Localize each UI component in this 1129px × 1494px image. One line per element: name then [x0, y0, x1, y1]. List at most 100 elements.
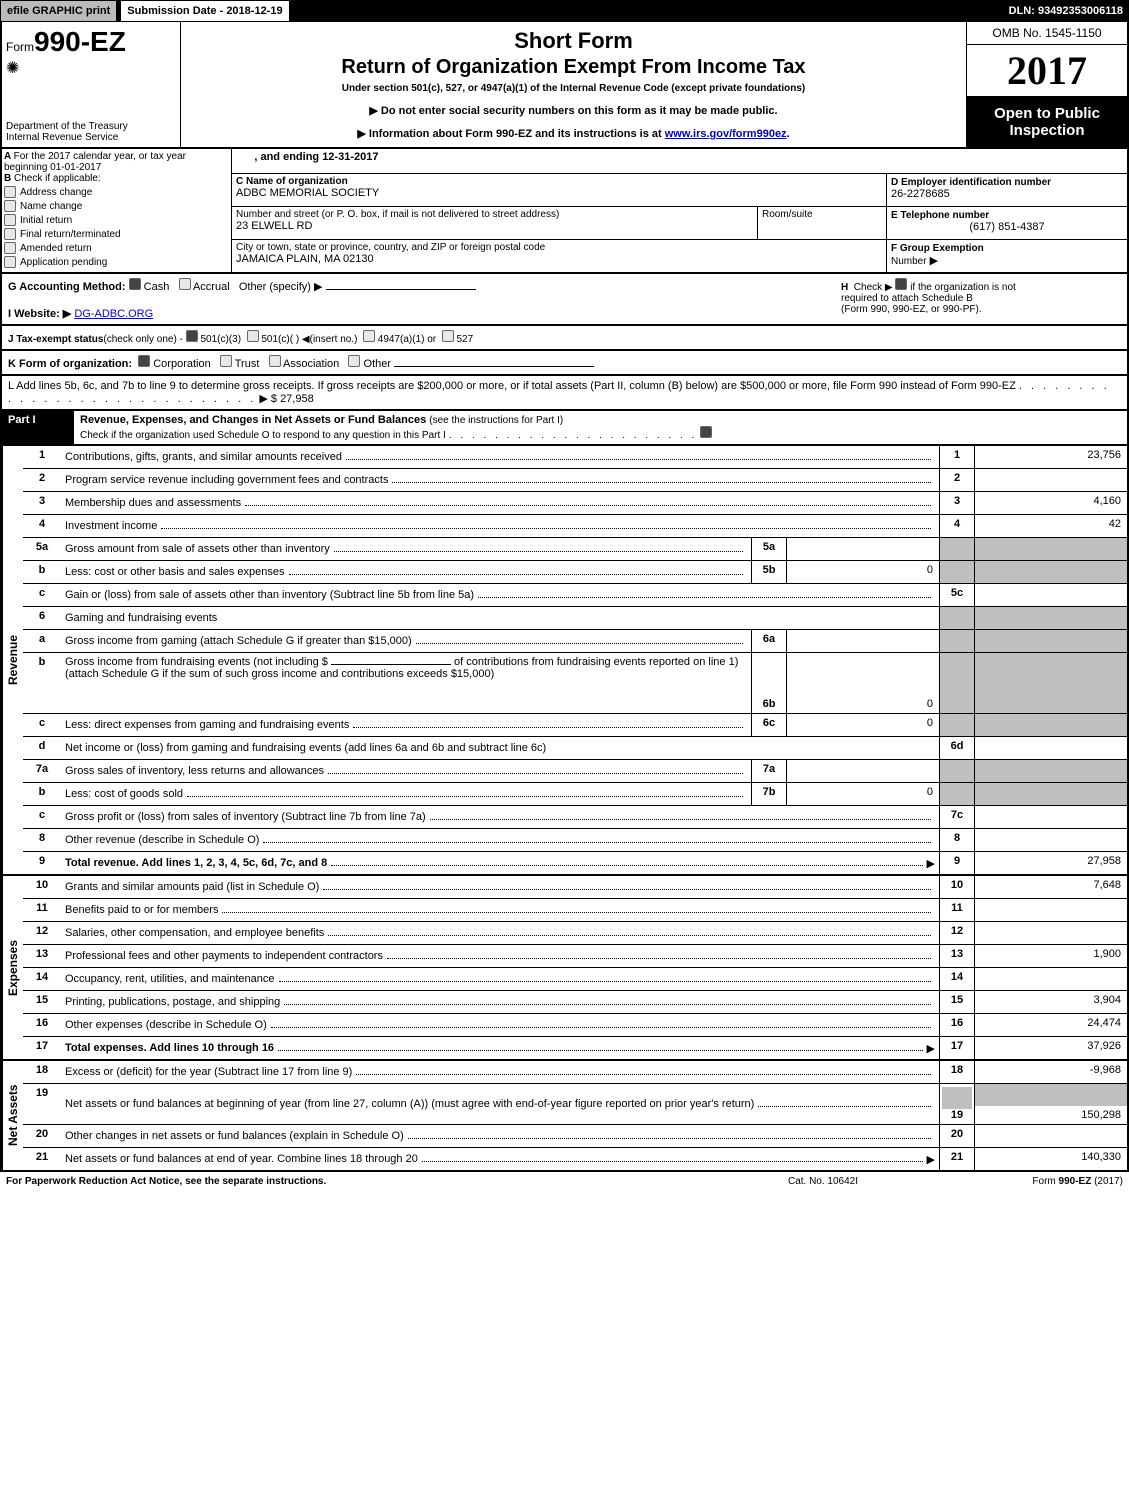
line-6d: d Net income or (loss) from gaming and f… [23, 737, 1127, 760]
check-amended-return[interactable]: Amended return [4, 242, 229, 254]
line-11-rval [974, 899, 1127, 921]
line-2-num: 2 [23, 469, 61, 491]
line-7a-snum: 7a [751, 760, 786, 782]
section-street: Number and street (or P. O. box, if mail… [232, 207, 757, 239]
line-17-desc: Total expenses. Add lines 10 through 16 [65, 1042, 274, 1054]
line-20-num: 20 [23, 1125, 61, 1147]
line-14-rnum: 14 [939, 968, 974, 990]
j-527-checkbox-icon[interactable] [442, 330, 454, 342]
j-501c3-checkbox-icon[interactable] [186, 330, 198, 342]
schedule-o-checkbox-icon[interactable] [700, 426, 712, 438]
line-4-desc: Investment income [65, 520, 157, 532]
h-checkbox-icon[interactable] [895, 278, 907, 290]
k-other-input[interactable] [394, 366, 594, 367]
f-label: F Group Exemption [891, 243, 984, 254]
check-initial-return[interactable]: Initial return [4, 214, 229, 226]
treasury-seal-icon: ✺ [6, 58, 176, 78]
line-20-rval [974, 1125, 1127, 1147]
net-assets-label: Net Assets [2, 1061, 23, 1170]
line-12-num: 12 [23, 922, 61, 944]
line-7c: c Gross profit or (loss) from sales of i… [23, 806, 1127, 829]
room-suite: Room/suite [757, 207, 886, 239]
check-name-change[interactable]: Name change [4, 200, 229, 212]
line-16-rval: 24,474 [974, 1014, 1127, 1036]
line-4: 4 Investment income 4 42 [23, 515, 1127, 538]
line-14-desc: Occupancy, rent, utilities, and maintena… [65, 973, 275, 985]
line-7a-sval [786, 760, 939, 782]
line-6: 6 Gaming and fundraising events [23, 607, 1127, 630]
line-5c-rval [974, 584, 1127, 606]
line-13-num: 13 [23, 945, 61, 967]
line-17: 17 Total expenses. Add lines 10 through … [23, 1037, 1127, 1059]
j-4947-checkbox-icon[interactable] [363, 330, 375, 342]
checkbox-icon [4, 214, 16, 226]
line-g: G Accounting Method: Cash Accrual Other … [8, 278, 841, 293]
k-assoc-checkbox-icon[interactable] [269, 355, 281, 367]
check-final-return[interactable]: Final return/terminated [4, 228, 229, 240]
net-assets-lines: 18 Excess or (deficit) for the year (Sub… [23, 1061, 1127, 1170]
line-5b: b Less: cost or other basis and sales ex… [23, 561, 1127, 584]
line-7b: b Less: cost of goods sold 7b 0 [23, 783, 1127, 806]
check-address-change[interactable]: Address change [4, 186, 229, 198]
line-17-rnum: 17 [939, 1037, 974, 1059]
h-text3: required to attach Schedule B [841, 293, 1121, 304]
line-6c-rvalshade [974, 714, 1127, 736]
line-6b: b Gross income from fundraising events (… [23, 653, 1127, 714]
open-line1: Open to Public [971, 105, 1123, 122]
open-line2: Inspection [971, 122, 1123, 139]
line-6a-text: Gross income from gaming (attach Schedul… [61, 630, 751, 652]
line-5b-rvalshade [974, 561, 1127, 583]
l-text: L Add lines 5b, 6c, and 7b to line 9 to … [8, 380, 1016, 392]
line-7b-num: b [23, 783, 61, 805]
line-7a-text: Gross sales of inventory, less returns a… [61, 760, 751, 782]
line-11-text: Benefits paid to or for members [61, 899, 939, 921]
l-amount: ▶ $ 27,958 [259, 393, 313, 405]
line-7c-text: Gross profit or (loss) from sales of inv… [61, 806, 939, 828]
k-other-checkbox-icon[interactable] [348, 355, 360, 367]
k-corp-checkbox-icon[interactable] [138, 355, 150, 367]
dept-treasury: Department of the Treasury [6, 121, 176, 132]
line-17-num: 17 [23, 1037, 61, 1059]
line-7a-desc: Gross sales of inventory, less returns a… [65, 765, 324, 777]
part-1-header: Part I Revenue, Expenses, and Changes in… [0, 411, 1129, 446]
line-21-rnum: 21 [939, 1148, 974, 1170]
line-18-rval: -9,968 [974, 1061, 1127, 1083]
website-link[interactable]: DG-ADBC.ORG [74, 308, 153, 320]
line-17-text: Total expenses. Add lines 10 through 16▶ [61, 1037, 939, 1059]
line-12-rnum: 12 [939, 922, 974, 944]
net-assets-table: Net Assets 18 Excess or (deficit) for th… [0, 1061, 1129, 1172]
efile-print-button[interactable]: efile GRAPHIC print [0, 0, 117, 22]
line-6d-num: d [23, 737, 61, 759]
line-6b-blank[interactable] [331, 664, 451, 665]
line-21-desc: Net assets or fund balances at end of ye… [65, 1153, 418, 1165]
line-5b-snum: 5b [751, 561, 786, 583]
line-10-rval: 7,648 [974, 876, 1127, 898]
line-7c-desc: Gross profit or (loss) from sales of inv… [65, 811, 426, 823]
line-5a-rvalshade [974, 538, 1127, 560]
form-prefix: Form [6, 40, 34, 54]
line-19-num: 19 [23, 1084, 61, 1124]
part-1-tag: Part I [2, 411, 74, 444]
form990ez-link[interactable]: www.irs.gov/form990ez [665, 128, 787, 140]
line-7a-rshade [939, 760, 974, 782]
line-5b-text: Less: cost or other basis and sales expe… [61, 561, 751, 583]
line-16-rnum: 16 [939, 1014, 974, 1036]
org-name: ADBC MEMORIAL SOCIETY [236, 187, 882, 199]
section-city: City or town, state or province, country… [232, 240, 886, 272]
line-14-rval [974, 968, 1127, 990]
check-application-pending[interactable]: Application pending [4, 256, 229, 268]
g-other-input[interactable] [326, 289, 476, 290]
cash-checkbox-icon[interactable] [129, 278, 141, 290]
dept-irs: Internal Revenue Service [6, 132, 176, 143]
header-left: Form990-EZ ✺ Department of the Treasury … [2, 22, 181, 147]
j-501c-checkbox-icon[interactable] [247, 330, 259, 342]
f-label2: Number [891, 256, 927, 267]
g-cash: Cash [144, 281, 170, 293]
line-6c-text: Less: direct expenses from gaming and fu… [61, 714, 751, 736]
k-trust: Trust [235, 358, 260, 370]
k-trust-checkbox-icon[interactable] [220, 355, 232, 367]
h-text1: Check ▶ [854, 282, 893, 293]
accrual-checkbox-icon[interactable] [179, 278, 191, 290]
line-1-rval: 23,756 [974, 446, 1127, 468]
line-7c-rnum: 7c [939, 806, 974, 828]
